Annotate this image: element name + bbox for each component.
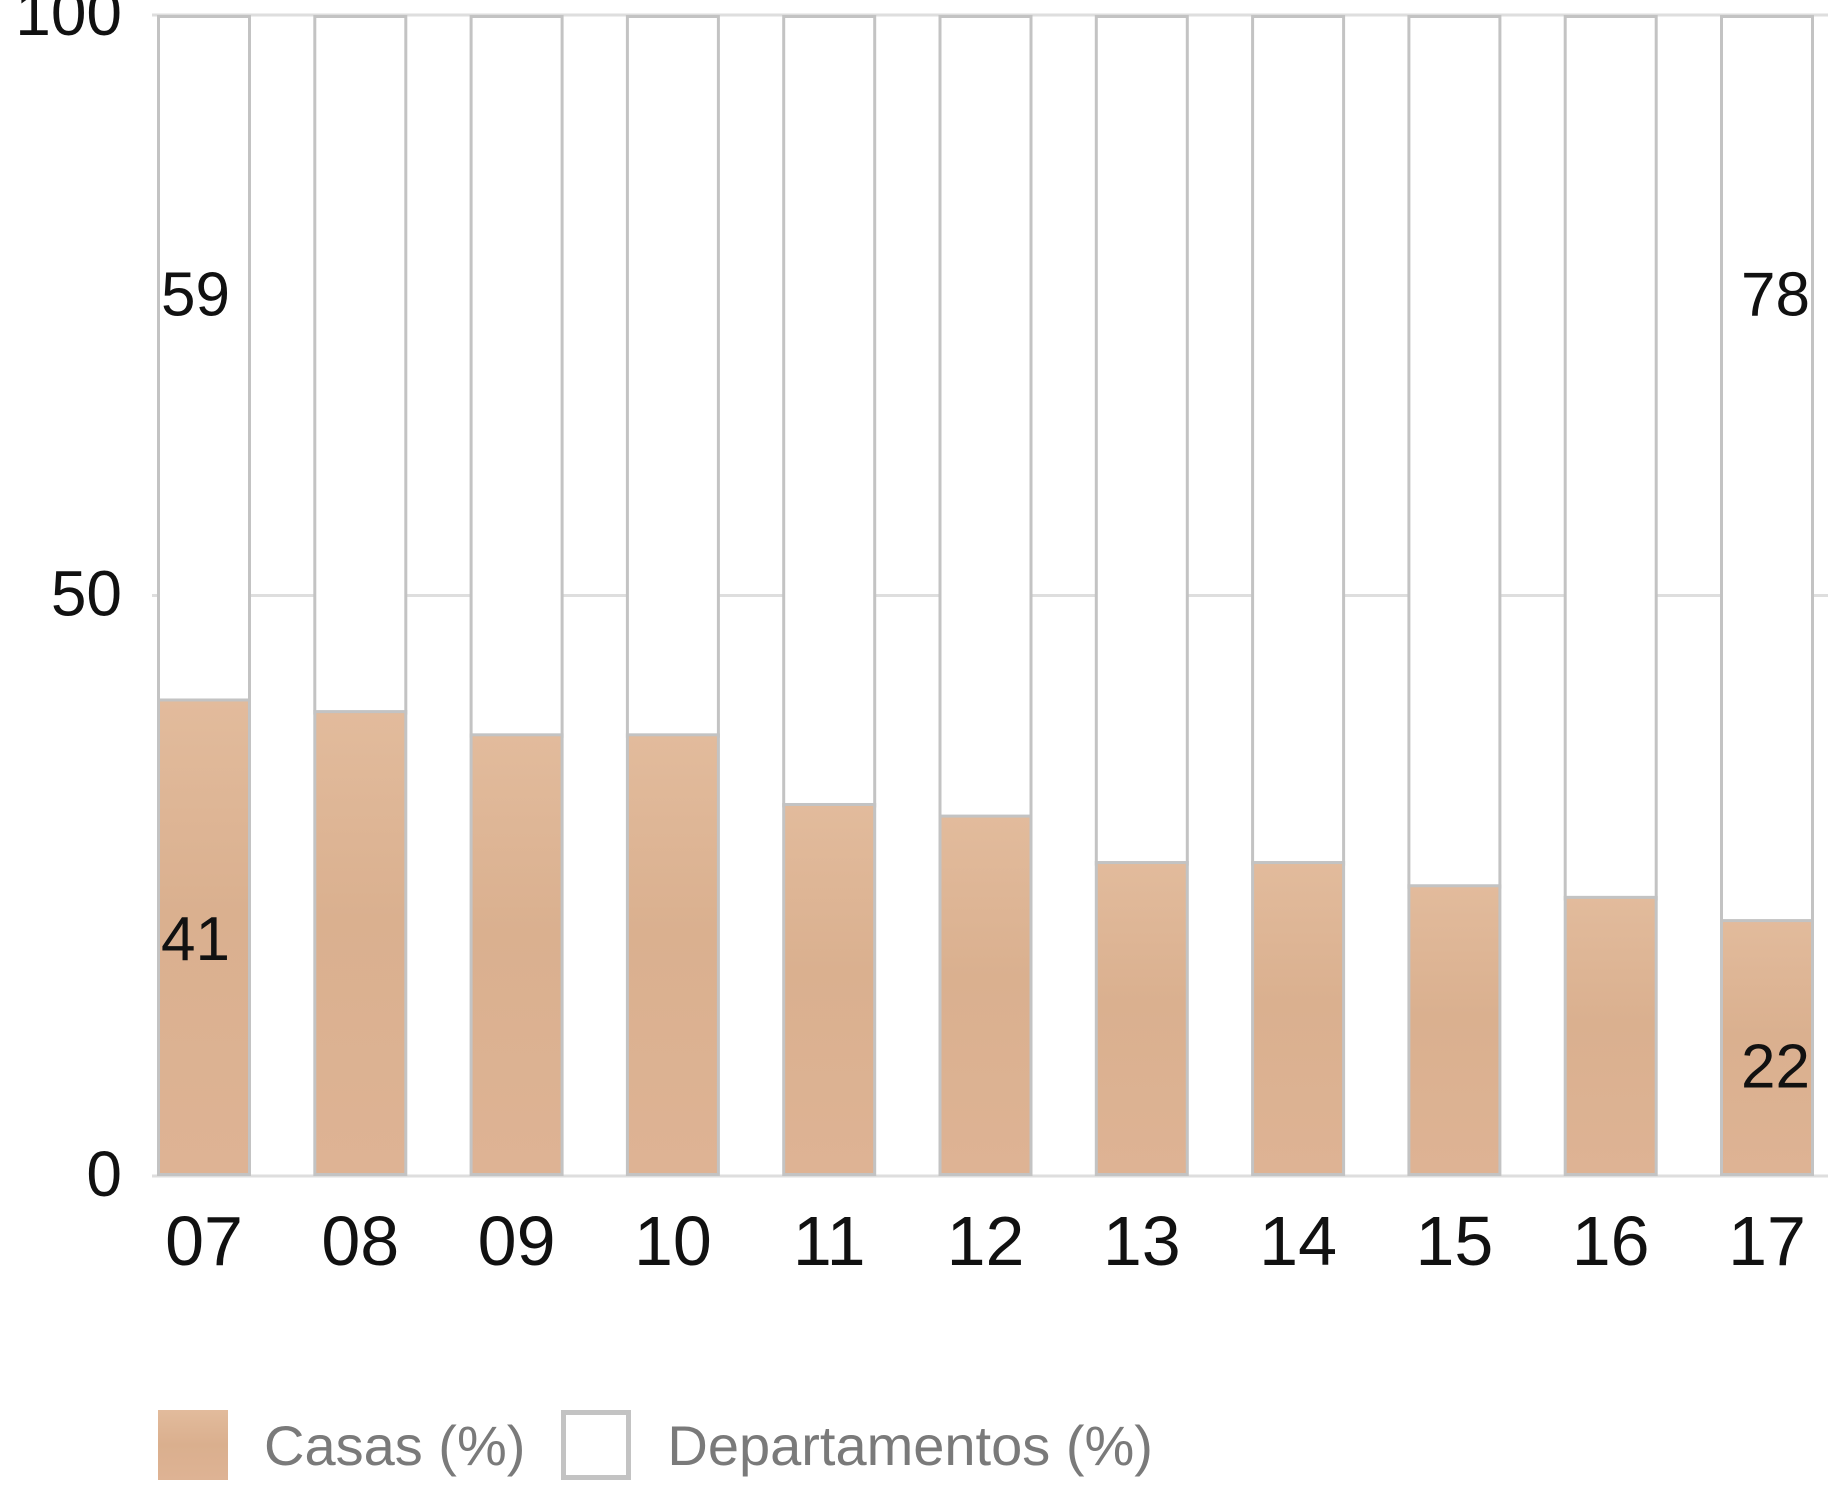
data-label: 22 xyxy=(1741,1033,1810,1102)
x-tick-label: 12 xyxy=(947,1202,1025,1280)
y-tick-label: 0 xyxy=(86,1138,122,1210)
x-tick-label: 15 xyxy=(1415,1202,1493,1280)
legend: Casas (%) Departamentos (%) xyxy=(158,1405,1189,1485)
bar-casas-12 xyxy=(938,814,1033,1177)
legend-swatch-casas xyxy=(158,1410,228,1480)
bar-departamentos-14 xyxy=(1251,15,1346,866)
bar-departamentos-13 xyxy=(1094,15,1189,866)
x-tick-label: 08 xyxy=(321,1202,399,1280)
bar-departamentos-12 xyxy=(938,15,1033,820)
bar-casas-08 xyxy=(313,710,408,1176)
x-tick-label: 17 xyxy=(1728,1202,1806,1280)
legend-label-casas: Casas (%) xyxy=(264,1413,526,1477)
bar-casas-15 xyxy=(1407,884,1502,1176)
bar-departamentos-17 xyxy=(1720,15,1814,924)
x-tick-label: 09 xyxy=(478,1202,556,1280)
x-tick-label: 13 xyxy=(1103,1202,1181,1280)
bar-casas-11 xyxy=(782,802,877,1176)
bar-departamentos-07 xyxy=(157,15,251,703)
bar-departamentos-09 xyxy=(469,15,564,738)
bar-casas-17 xyxy=(1720,919,1814,1177)
x-tick-label: 10 xyxy=(634,1202,712,1280)
legend-label-departamentos: Departamentos (%) xyxy=(667,1413,1153,1477)
x-tick-label: 07 xyxy=(165,1202,243,1280)
legend-item-casas: Casas (%) xyxy=(158,1410,525,1480)
data-label: 41 xyxy=(161,905,230,974)
x-tick-label: 16 xyxy=(1572,1202,1650,1280)
y-tick-label: 100 xyxy=(15,0,122,49)
x-tick-label: 14 xyxy=(1259,1202,1337,1280)
y-tick-label: 50 xyxy=(51,558,122,630)
bar-casas-16 xyxy=(1563,895,1658,1176)
bar-casas-07 xyxy=(157,698,251,1176)
bar-casas-09 xyxy=(469,733,564,1176)
bar-departamentos-11 xyxy=(782,15,877,808)
legend-item-departamentos: Departamentos (%) xyxy=(561,1410,1153,1480)
bar-casas-10 xyxy=(625,733,720,1176)
bar-casas-13 xyxy=(1094,861,1189,1177)
legend-swatch-departamentos xyxy=(561,1410,632,1480)
bar-casas-14 xyxy=(1251,861,1346,1177)
bar-departamentos-10 xyxy=(625,15,720,738)
x-tick-label: 11 xyxy=(793,1202,866,1280)
bar-departamentos-08 xyxy=(313,15,408,715)
data-label: 78 xyxy=(1741,261,1810,330)
bar-departamentos-16 xyxy=(1563,15,1658,901)
bar-departamentos-15 xyxy=(1407,15,1502,889)
data-label: 59 xyxy=(161,261,230,330)
